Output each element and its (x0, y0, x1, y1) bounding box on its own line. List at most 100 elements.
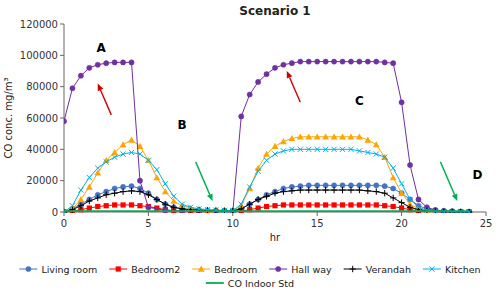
series-marker (339, 133, 346, 139)
series-marker (95, 195, 101, 201)
series-marker (146, 204, 151, 209)
series-marker (64, 119, 67, 124)
series-marker (78, 187, 83, 192)
series-marker (120, 60, 125, 65)
series-marker (289, 188, 295, 194)
series-marker (407, 197, 412, 202)
series-marker (398, 190, 405, 196)
series-marker (247, 184, 252, 189)
series-marker (315, 147, 320, 152)
series-marker (162, 188, 169, 194)
series-marker (256, 169, 261, 174)
arrow-head (287, 71, 293, 79)
series-marker (272, 65, 277, 70)
series-marker (365, 188, 371, 194)
series-marker (111, 190, 117, 196)
arrow (98, 84, 112, 115)
series-marker (255, 196, 261, 202)
series-marker (86, 198, 92, 204)
series-marker (281, 148, 286, 153)
series-marker (145, 192, 151, 198)
series-marker (314, 187, 320, 193)
title: Scenario 1 (239, 4, 310, 18)
series-marker (70, 203, 75, 208)
series-marker (128, 188, 134, 194)
series-marker (315, 59, 320, 64)
legend-label: Verandah (366, 264, 411, 275)
series-marker (416, 197, 421, 202)
series-marker (78, 203, 84, 209)
series-marker (298, 147, 303, 152)
x-tick (317, 212, 318, 216)
series-marker (297, 133, 304, 139)
series-marker (256, 197, 261, 202)
y-tick (60, 55, 64, 56)
arrow-shaft (101, 90, 112, 115)
series-marker (112, 60, 117, 65)
series-marker (399, 181, 404, 186)
series-marker (263, 193, 269, 199)
series-marker (120, 141, 127, 147)
arrow (440, 162, 457, 201)
series-marker (399, 100, 404, 105)
series-marker (112, 155, 117, 160)
arrow-shaft (440, 162, 454, 195)
x-tick (148, 212, 149, 216)
series-marker (382, 203, 387, 208)
series-marker (306, 147, 311, 152)
y-tick (60, 180, 64, 181)
legend-item: Bedroom (192, 264, 257, 275)
annotation: B (178, 118, 187, 132)
series-marker (95, 166, 100, 171)
y-tick-label: 60000 (26, 113, 58, 124)
series-line (64, 185, 469, 212)
series-marker (129, 60, 134, 65)
series-marker (416, 205, 421, 210)
legend-swatch (206, 282, 224, 284)
series-marker (247, 92, 252, 97)
series-marker (288, 135, 295, 141)
series-marker (340, 202, 345, 207)
series-marker (162, 201, 168, 207)
series-marker (256, 205, 261, 210)
series-marker (120, 202, 125, 207)
series-marker (246, 201, 252, 207)
series-marker (399, 191, 404, 196)
series-marker (104, 61, 109, 66)
series-marker (297, 187, 303, 193)
series-marker (357, 148, 362, 153)
series-marker (382, 155, 387, 160)
y-tick-label: 100000 (20, 50, 58, 61)
series-marker (323, 202, 328, 207)
series-marker (322, 133, 329, 139)
y-tick (60, 24, 64, 25)
arrow (287, 71, 301, 102)
series-marker (339, 187, 345, 193)
series-marker (399, 205, 404, 210)
arrow-shaft (196, 162, 210, 195)
legend-label: Bedroom (214, 264, 257, 275)
series-marker (382, 184, 387, 189)
series-marker (146, 205, 151, 210)
series-marker (374, 183, 379, 188)
arrow-head (207, 193, 213, 201)
y-axis-label: CO conc. mg/m³ (3, 77, 14, 158)
series-marker (348, 59, 353, 64)
series-marker (373, 141, 380, 147)
series-marker (365, 183, 370, 188)
series-marker (356, 187, 362, 193)
series-marker (154, 196, 160, 202)
series-marker (356, 133, 363, 139)
legend-label: Kitchen (445, 264, 481, 275)
y-tick-label: 40000 (26, 144, 58, 155)
series-line (64, 137, 469, 212)
series-marker (331, 59, 336, 64)
legend-item: CO Indoor Std (206, 278, 294, 289)
series-marker (281, 202, 286, 207)
series-marker (87, 205, 92, 210)
series-marker (137, 188, 143, 194)
series-marker (289, 202, 294, 207)
series-marker (145, 157, 152, 163)
x-tick-label: 5 (145, 218, 151, 229)
series-marker (373, 188, 379, 194)
